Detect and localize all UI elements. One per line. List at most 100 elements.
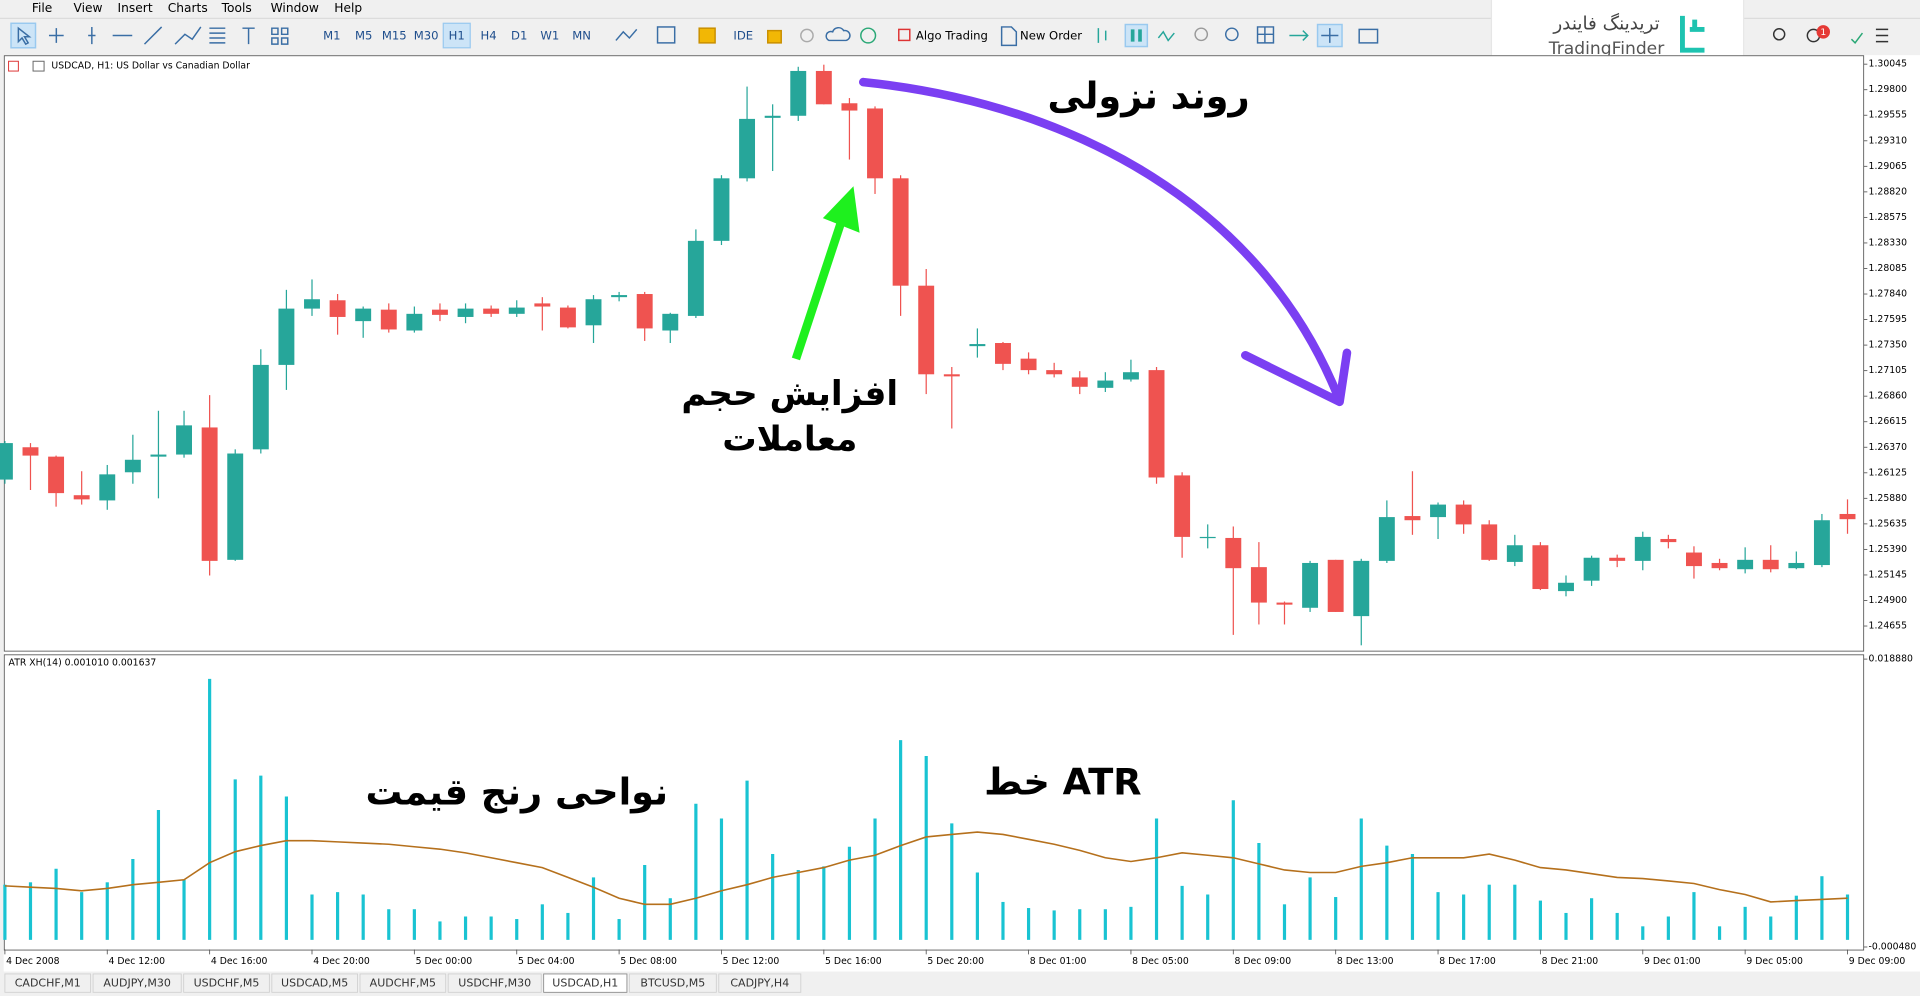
market-icon[interactable] bbox=[767, 29, 782, 44]
tab[interactable] bbox=[359, 973, 447, 993]
tile-icon[interactable] bbox=[1256, 26, 1275, 44]
tab-label[interactable]: USDCHF,M5 bbox=[194, 977, 260, 990]
annotation: خط ATR bbox=[984, 761, 1141, 804]
tab[interactable] bbox=[4, 973, 92, 993]
x-tick-label: 5 Dec 12:00 bbox=[723, 956, 780, 967]
y-tick-label: 1.24900 bbox=[1869, 595, 1908, 606]
timeframe-button[interactable]: M15 bbox=[382, 29, 407, 43]
tab[interactable] bbox=[92, 973, 182, 993]
notification-count: 1 bbox=[1820, 27, 1826, 38]
timeframe-button[interactable]: M30 bbox=[414, 29, 439, 43]
candle-body bbox=[0, 443, 13, 480]
candle-body bbox=[1353, 560, 1370, 617]
y-tick-label: 1.25880 bbox=[1869, 493, 1908, 504]
vps-icon[interactable] bbox=[800, 28, 814, 43]
toolbar-button[interactable]: Algo Trading bbox=[916, 29, 988, 43]
x-tick-label: 4 Dec 12:00 bbox=[108, 956, 165, 967]
tab-label[interactable]: CADCHF,M1 bbox=[15, 977, 81, 990]
zoom-in-icon[interactable] bbox=[1194, 27, 1209, 42]
tab-active[interactable] bbox=[543, 973, 628, 993]
menu-item[interactable]: Insert bbox=[118, 1, 153, 15]
status-icon[interactable] bbox=[1850, 32, 1864, 44]
text-icon[interactable] bbox=[242, 27, 255, 45]
timeframe-button[interactable]: H1 bbox=[449, 29, 465, 43]
screenshot-icon[interactable] bbox=[1358, 28, 1379, 44]
candle-body bbox=[1174, 475, 1191, 537]
tab-label[interactable]: CADJPY,H4 bbox=[730, 977, 789, 990]
candle-body bbox=[1148, 370, 1165, 478]
time-scale bbox=[3, 949, 1864, 972]
candle-body bbox=[1404, 516, 1421, 521]
candle-body bbox=[636, 294, 653, 329]
bars-icon[interactable] bbox=[1097, 28, 1107, 43]
y-tick-label: 1.27840 bbox=[1869, 289, 1908, 300]
menu-item[interactable]: View bbox=[73, 1, 102, 15]
toolbar-button[interactable]: IDE bbox=[733, 29, 753, 43]
timeframe-button[interactable]: H4 bbox=[481, 29, 497, 43]
timeframe-button[interactable]: MN bbox=[572, 29, 591, 43]
menu-icon[interactable] bbox=[1875, 28, 1889, 43]
y-tick-label: 1.30045 bbox=[1869, 59, 1908, 70]
cursor-button[interactable] bbox=[10, 22, 37, 49]
tab-label[interactable]: AUDJPY,M30 bbox=[103, 977, 170, 990]
tab[interactable] bbox=[718, 973, 802, 993]
timeframe-button[interactable]: D1 bbox=[511, 29, 527, 43]
candle-body bbox=[1532, 545, 1549, 590]
x-tick-label: 4 Dec 2008 bbox=[6, 956, 60, 967]
tab[interactable] bbox=[271, 973, 358, 993]
candle-body bbox=[1250, 567, 1267, 603]
menu-item[interactable]: Tools bbox=[221, 1, 252, 15]
y-tick-label: 1.26125 bbox=[1869, 467, 1908, 478]
y-tick-label: 1.26615 bbox=[1869, 416, 1908, 427]
template-icon[interactable] bbox=[656, 26, 676, 44]
candle-body bbox=[739, 118, 756, 179]
timeframe-button[interactable]: M1 bbox=[323, 29, 340, 43]
y-tick-label: -0.000480 bbox=[1869, 941, 1917, 952]
annotation: افزایش حجم bbox=[681, 374, 898, 414]
chart-area bbox=[3, 55, 1864, 950]
crosshair-icon[interactable] bbox=[48, 28, 64, 43]
menu-item[interactable]: Window bbox=[271, 1, 319, 15]
x-tick-label: 8 Dec 17:00 bbox=[1439, 956, 1496, 967]
webhook-icon[interactable] bbox=[860, 27, 877, 44]
chart-icon bbox=[8, 60, 19, 72]
line-icon[interactable] bbox=[1157, 30, 1175, 42]
candle-body bbox=[1711, 562, 1728, 569]
menu-item[interactable]: File bbox=[32, 1, 52, 15]
cursor-icon bbox=[17, 26, 32, 46]
signals-icon[interactable] bbox=[698, 27, 716, 44]
indicator-icon[interactable] bbox=[615, 28, 638, 41]
toolbar-button[interactable]: New Order bbox=[1020, 29, 1082, 43]
cloud-icon[interactable] bbox=[825, 26, 851, 42]
tab-label[interactable]: USDCAD,H1 bbox=[552, 977, 618, 990]
tab[interactable] bbox=[628, 973, 717, 993]
indicator-title: ATR XH(14) 0.001010 0.001637 bbox=[9, 657, 157, 668]
candle-body bbox=[1660, 538, 1677, 543]
tab-label[interactable]: AUDCHF,M5 bbox=[370, 977, 436, 990]
menu-item[interactable]: Help bbox=[334, 1, 362, 15]
scroll-icon[interactable] bbox=[1289, 30, 1309, 41]
menu-item[interactable]: Charts bbox=[168, 1, 208, 15]
candles-button[interactable] bbox=[1124, 23, 1149, 48]
zoom-out-icon[interactable] bbox=[1224, 27, 1239, 42]
tab-label[interactable]: USDCAD,M5 bbox=[281, 977, 348, 990]
fibo-icon[interactable] bbox=[209, 27, 226, 44]
shapes-icon[interactable] bbox=[271, 27, 289, 45]
candle-body bbox=[1686, 552, 1702, 567]
order-icon[interactable] bbox=[1000, 26, 1018, 47]
trendline-icon[interactable] bbox=[143, 26, 163, 45]
tab-label[interactable]: USDCHF,M30 bbox=[458, 977, 531, 990]
tab[interactable] bbox=[183, 973, 270, 993]
candle-body bbox=[201, 427, 218, 561]
algo-icon[interactable] bbox=[898, 28, 911, 42]
search-icon[interactable] bbox=[1772, 28, 1786, 41]
y-tick-label: 1.28575 bbox=[1869, 212, 1908, 223]
timeframe-button[interactable]: M5 bbox=[355, 29, 372, 43]
tab-label[interactable]: BTCUSD,M5 bbox=[640, 977, 705, 990]
tab[interactable] bbox=[447, 973, 542, 993]
x-tick-label: 9 Dec 09:00 bbox=[1849, 956, 1906, 967]
y-tick-label: 1.27595 bbox=[1869, 314, 1908, 325]
vline-icon[interactable] bbox=[88, 26, 96, 45]
channel-icon[interactable] bbox=[174, 26, 202, 45]
timeframe-button[interactable]: W1 bbox=[540, 29, 559, 43]
